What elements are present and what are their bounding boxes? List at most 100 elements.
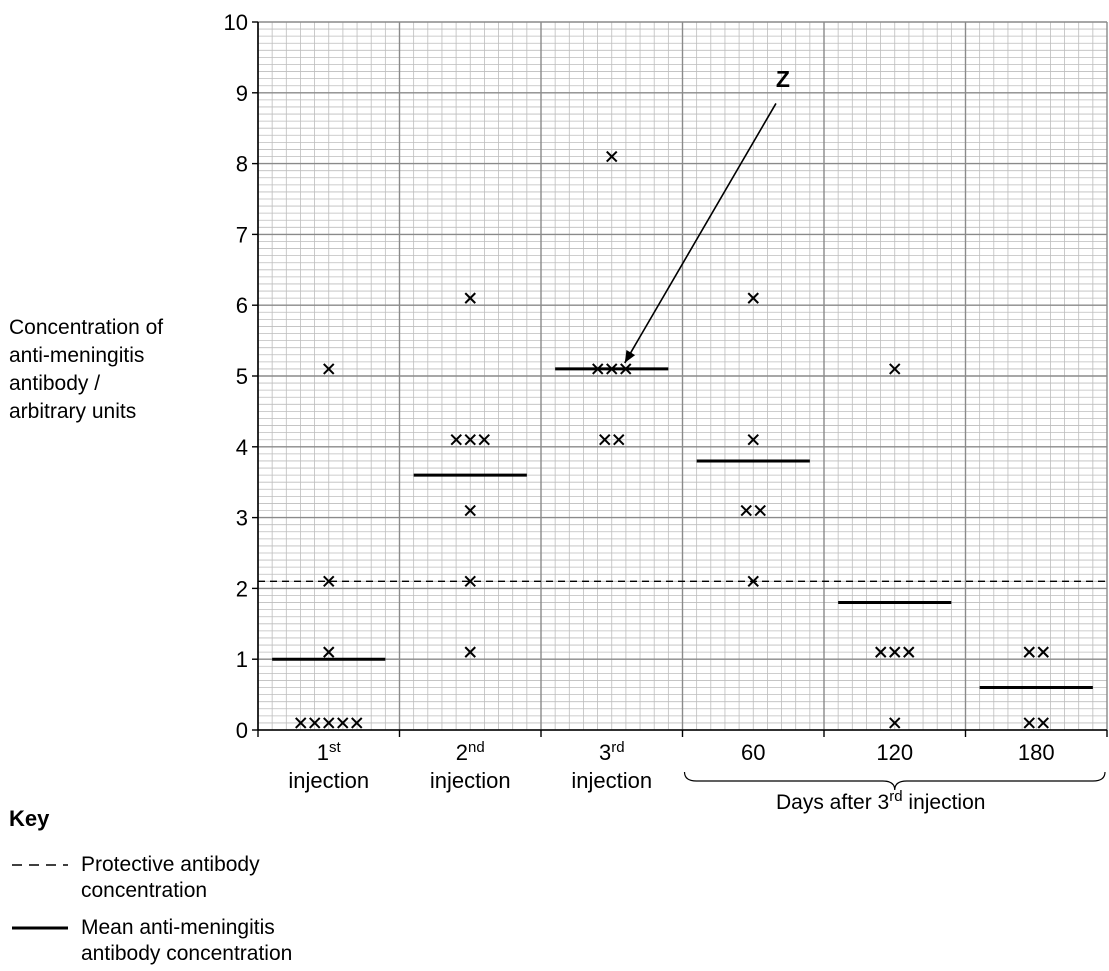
x-tick-label-base: 3: [599, 740, 611, 765]
data-point-cross: [747, 434, 759, 446]
data-point-cross: [599, 434, 611, 446]
cross-stroke: [295, 717, 307, 729]
key-symbols: [12, 864, 68, 930]
cross-stroke: [323, 575, 335, 588]
x-tick-label-sup: rd: [611, 739, 624, 756]
key-protective-label-1: Protective antibody: [81, 853, 260, 876]
data-point-cross: [1037, 646, 1049, 658]
mean-bars: [272, 367, 1093, 690]
data-point-cross: [747, 292, 759, 304]
y-tick-label: 2: [236, 576, 248, 601]
x-tick-label-base: 180: [1018, 740, 1055, 765]
days-caption-suffix: injection: [902, 791, 986, 814]
y-tick-label: 4: [236, 435, 248, 460]
annotation-label: Z: [776, 66, 790, 92]
data-point-cross: [747, 575, 759, 588]
cross-stroke: [754, 504, 766, 517]
data-point-cross: [478, 434, 490, 446]
data-point-cross: [323, 363, 335, 375]
y-axis-ticks: 0 1 2 3 4 5 6 7 8 9 10: [224, 10, 258, 743]
cross-stroke: [464, 434, 476, 446]
data-point-cross: [323, 575, 335, 588]
cross-stroke: [323, 363, 335, 375]
data-point-cross: [592, 363, 604, 375]
y-tick-label: 1: [236, 647, 248, 672]
data-point-cross: [889, 363, 901, 375]
key-title: Key: [9, 806, 50, 831]
y-axis-label-line-4: arbitrary units: [9, 400, 137, 423]
x-tick-label: 1st: [317, 739, 342, 765]
cross-stroke: [1037, 646, 1049, 658]
data-point-cross: [606, 150, 618, 163]
x-tick-label-sup: nd: [468, 739, 485, 756]
major-gridlines: [257, 21, 1108, 731]
x-tick-label-base: 1: [317, 740, 329, 765]
x-tick-label-sub: injection: [430, 768, 511, 793]
data-point-cross: [337, 717, 349, 729]
data-point-cross: [464, 504, 476, 517]
x-tick-label: 120: [876, 740, 913, 765]
x-tick-label-base: 60: [741, 740, 765, 765]
cross-stroke: [1023, 646, 1035, 658]
y-axis-label-line-3: antibody /: [9, 372, 101, 395]
data-point-cross: [295, 717, 307, 729]
x-tick-label-sup: st: [329, 739, 342, 756]
cross-stroke: [464, 292, 476, 304]
x-tick-label: 2nd: [456, 739, 485, 765]
cross-stroke: [606, 150, 618, 163]
cross-stroke: [613, 434, 625, 446]
data-point-cross: [620, 363, 632, 375]
cross-stroke: [323, 646, 335, 658]
data-point-cross: [754, 504, 766, 517]
x-tick-label: 180: [1018, 740, 1055, 765]
data-point-cross: [889, 717, 901, 729]
data-points: [295, 150, 1049, 729]
cross-stroke: [889, 363, 901, 375]
y-axis-label-line-2: anti-meningitis: [9, 344, 145, 367]
annotation-arrow-head: [624, 350, 636, 363]
data-point-cross: [464, 434, 476, 446]
x-tick-label: 3rd: [599, 739, 625, 765]
cross-stroke: [889, 717, 901, 729]
cross-stroke: [337, 717, 349, 729]
y-tick-label: 5: [236, 364, 248, 389]
cross-stroke: [351, 717, 363, 729]
cross-stroke: [740, 504, 752, 517]
cross-stroke: [323, 717, 335, 729]
data-point-cross: [450, 434, 462, 446]
data-point-cross: [1023, 646, 1035, 658]
days-caption-sup: rd: [889, 788, 903, 805]
data-point-cross: [889, 646, 901, 658]
cross-stroke: [592, 363, 604, 375]
y-tick-label: 9: [236, 81, 248, 106]
annotation: Z: [624, 66, 790, 364]
data-point-cross: [903, 646, 915, 658]
x-tick-label-base: 2: [456, 740, 468, 765]
key-mean-label-2: antibody concentration: [81, 942, 293, 965]
cross-stroke: [875, 646, 887, 658]
x-tick-label-base: 120: [876, 740, 913, 765]
cross-stroke: [620, 363, 632, 375]
cross-stroke: [309, 717, 321, 729]
cross-stroke: [747, 575, 759, 588]
cross-stroke: [450, 434, 462, 446]
x-tick-label-sub: injection: [288, 768, 369, 793]
y-tick-label: 7: [236, 222, 248, 247]
cross-stroke: [464, 504, 476, 517]
data-point-cross: [1037, 717, 1049, 729]
cross-stroke: [599, 434, 611, 446]
days-brace-path: [683, 771, 1106, 791]
cross-stroke: [903, 646, 915, 658]
data-point-cross: [464, 575, 476, 588]
cross-stroke: [747, 434, 759, 446]
data-point-cross: [464, 646, 476, 658]
data-point-cross: [1023, 717, 1035, 729]
data-point-cross: [309, 717, 321, 729]
data-point-cross: [323, 646, 335, 658]
data-point-cross: [606, 363, 618, 375]
y-tick-label: 6: [236, 293, 248, 318]
x-tick-label: 60: [741, 740, 765, 765]
data-point-cross: [613, 434, 625, 446]
